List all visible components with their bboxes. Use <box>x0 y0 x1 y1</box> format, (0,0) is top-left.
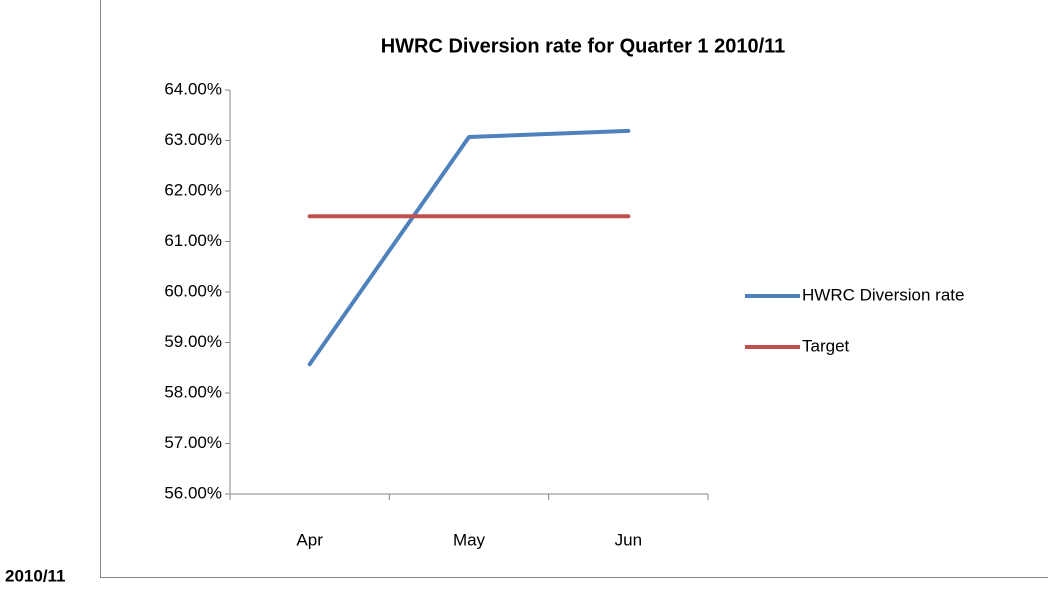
chart-title: HWRC Diversion rate for Quarter 1 2010/1… <box>381 35 786 57</box>
legend-label: Target <box>802 336 850 355</box>
caption: 2010/11 <box>5 566 66 585</box>
x-tick-label: Jun <box>615 530 642 549</box>
y-tick-label: 62.00% <box>164 180 222 199</box>
y-tick-label: 58.00% <box>164 382 222 401</box>
y-tick-label: 57.00% <box>164 433 222 452</box>
y-tick-label: 59.00% <box>164 332 222 351</box>
y-tick-label: 61.00% <box>164 231 222 250</box>
legend-label: HWRC Diversion rate <box>802 285 964 304</box>
y-tick-label: 64.00% <box>164 79 222 98</box>
x-tick-label: May <box>453 530 486 549</box>
y-tick-label: 60.00% <box>164 281 222 300</box>
y-tick-label: 63.00% <box>164 130 222 149</box>
y-tick-label: 56.00% <box>164 483 222 502</box>
x-tick-label: Apr <box>296 530 323 549</box>
